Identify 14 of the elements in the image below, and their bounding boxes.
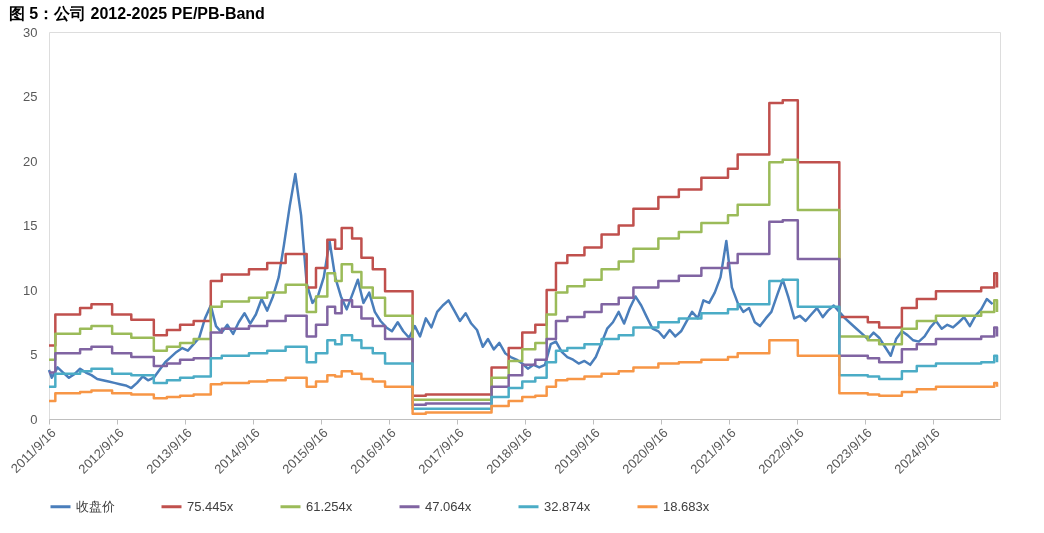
y-tick-label: 10 bbox=[23, 282, 38, 298]
y-tick-label: 15 bbox=[23, 218, 38, 233]
legend-label: 32.874x bbox=[544, 498, 591, 514]
legend-label: 18.683x bbox=[663, 498, 710, 514]
chart-title: 图 5：公司 2012-2025 PE/PB-Band bbox=[8, 5, 265, 22]
legend-label: 75.445x bbox=[187, 498, 234, 514]
legend-label: 47.064x bbox=[425, 498, 472, 514]
y-tick-label: 5 bbox=[30, 347, 38, 362]
legend-label: 61.254x bbox=[306, 498, 353, 514]
y-tick-label: 0 bbox=[30, 411, 38, 427]
legend-label: 收盘价 bbox=[76, 498, 115, 514]
y-tick-label: 20 bbox=[23, 153, 38, 169]
y-tick-label: 25 bbox=[23, 89, 38, 104]
y-tick-label: 30 bbox=[23, 24, 38, 40]
